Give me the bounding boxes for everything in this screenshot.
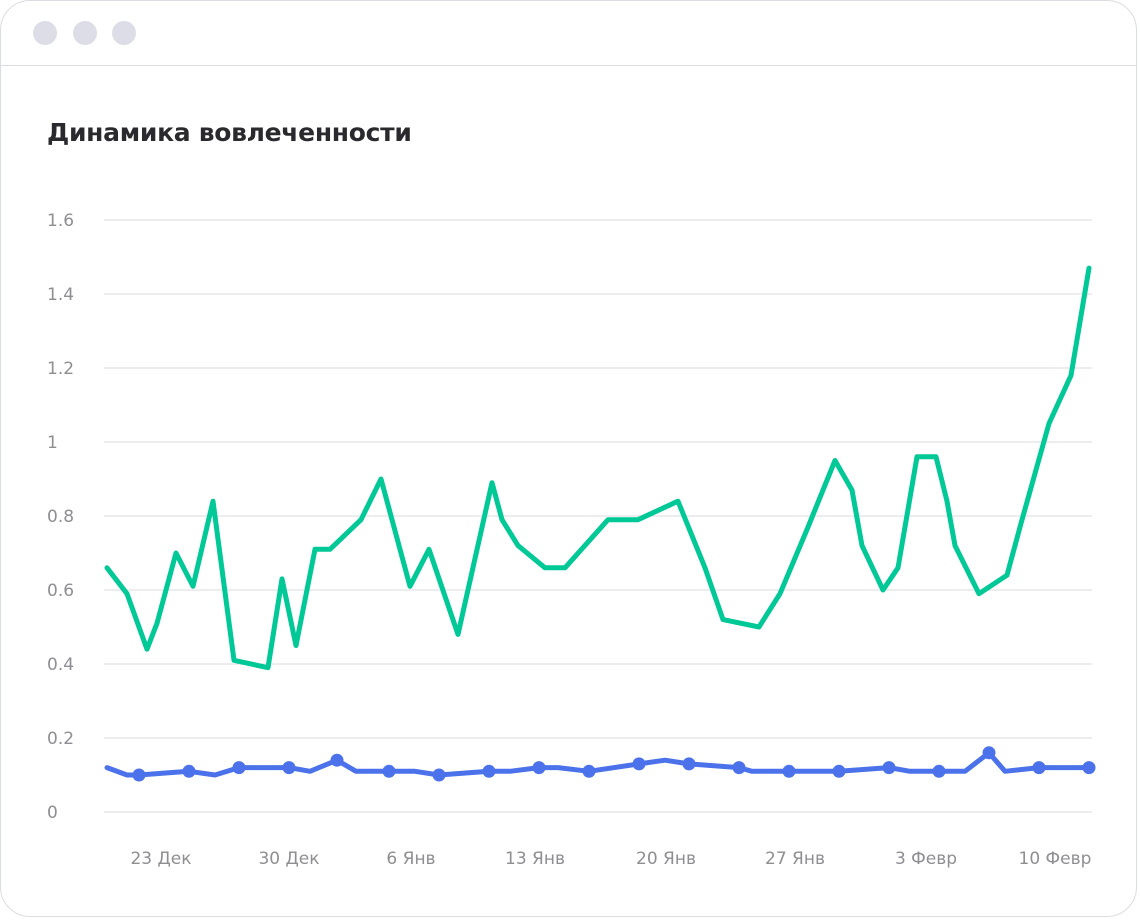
x-tick-label: 30 Дек	[258, 849, 319, 869]
x-tick-label: 20 Янв	[636, 849, 696, 869]
data-point-marker[interactable]	[682, 757, 696, 771]
y-tick-label: 0	[47, 803, 58, 823]
y-tick-label: 0.6	[47, 581, 74, 601]
data-point-marker[interactable]	[832, 764, 846, 778]
data-point-marker[interactable]	[232, 761, 246, 775]
data-point-marker[interactable]	[1082, 761, 1096, 775]
y-tick-label: 1.6	[47, 211, 74, 231]
data-point-marker[interactable]	[732, 761, 746, 775]
chart-series	[104, 265, 1096, 782]
window-control-dot-icon[interactable]	[33, 21, 57, 45]
x-axis-ticks: 23 Дек 30 Дек 6 Янв 13 Янв 20 Янв 27 Янв 3 Фев…	[130, 849, 1091, 869]
data-point-marker[interactable]	[632, 757, 646, 771]
data-point-marker[interactable]	[132, 768, 146, 782]
data-point-marker[interactable]	[182, 764, 196, 778]
chart-grid	[104, 219, 1092, 813]
y-tick-label: 1.2	[47, 359, 74, 379]
y-axis-ticks: 0 0.2 0.4 0.6 0.8 1 1.2 1.4 1.6	[47, 211, 74, 823]
series-line-blue	[104, 750, 1092, 778]
x-tick-label: 27 Янв	[765, 849, 825, 869]
y-tick-label: 1.4	[47, 285, 74, 305]
data-point-marker[interactable]	[482, 764, 496, 778]
x-tick-label: 3 Февр	[895, 849, 957, 869]
data-point-marker[interactable]	[432, 768, 446, 782]
data-point-marker[interactable]	[382, 764, 396, 778]
window-control-dot-icon[interactable]	[73, 21, 97, 45]
data-point-marker[interactable]	[330, 753, 344, 767]
x-tick-label: 6 Янв	[386, 849, 435, 869]
data-point-marker[interactable]	[282, 761, 296, 775]
data-point-marker[interactable]	[932, 764, 946, 778]
y-tick-label: 1	[47, 433, 58, 453]
data-point-marker[interactable]	[532, 761, 546, 775]
data-point-marker[interactable]	[882, 761, 896, 775]
x-tick-label: 10 Февр	[1019, 849, 1092, 869]
data-point-marker[interactable]	[782, 764, 796, 778]
window-titlebar	[1, 1, 1136, 66]
y-tick-label: 0.4	[47, 655, 74, 675]
x-tick-label: 23 Дек	[130, 849, 191, 869]
x-tick-label: 13 Янв	[505, 849, 565, 869]
y-tick-label: 0.2	[47, 729, 74, 749]
chart-title: Динамика вовлеченности	[47, 118, 412, 147]
data-point-marker[interactable]	[982, 746, 996, 760]
data-point-marker[interactable]	[582, 764, 596, 778]
series-line-green	[104, 265, 1092, 671]
window-control-dot-icon[interactable]	[112, 21, 136, 45]
y-tick-label: 0.8	[47, 507, 74, 527]
data-point-marker[interactable]	[1032, 761, 1046, 775]
